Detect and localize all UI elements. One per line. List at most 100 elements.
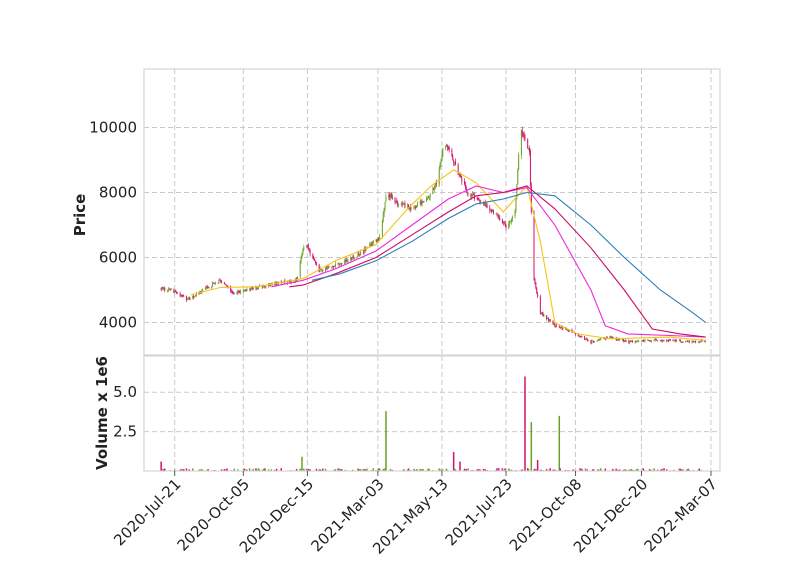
candle-body bbox=[395, 200, 397, 202]
candle-body bbox=[313, 258, 315, 259]
candle-body bbox=[578, 336, 580, 337]
volume-axis-title: Volume x 1e6 bbox=[93, 356, 111, 470]
volume-bar bbox=[554, 469, 556, 471]
volume-bar bbox=[630, 469, 633, 471]
volume-bar bbox=[237, 469, 239, 471]
candle-body bbox=[400, 204, 402, 205]
volume-bar bbox=[653, 468, 655, 471]
candle-body bbox=[318, 264, 320, 272]
candle-body bbox=[510, 218, 512, 222]
candle-body bbox=[237, 290, 239, 294]
volume-bar bbox=[534, 468, 536, 471]
candle-body bbox=[384, 202, 386, 209]
volume-bar bbox=[520, 469, 523, 471]
candle-body bbox=[217, 283, 219, 284]
candle-body bbox=[681, 342, 683, 343]
volume-bar bbox=[479, 469, 481, 471]
candle-body bbox=[213, 282, 215, 284]
volume-bar bbox=[384, 468, 386, 471]
volume-bar bbox=[419, 468, 422, 471]
candle-body bbox=[383, 208, 385, 214]
candle-body bbox=[396, 200, 398, 202]
candle-body bbox=[675, 339, 677, 342]
candle-body bbox=[466, 192, 468, 194]
candle-body bbox=[529, 151, 531, 186]
candle-body bbox=[325, 268, 327, 270]
candle-body bbox=[529, 148, 531, 152]
moving-average-lines bbox=[190, 169, 706, 341]
candle-body bbox=[303, 246, 305, 250]
volume-bar bbox=[629, 469, 632, 471]
candle-body bbox=[673, 340, 675, 342]
volume-bar bbox=[305, 468, 308, 471]
candle-body bbox=[457, 164, 459, 175]
volume-bar bbox=[422, 469, 424, 471]
volume-bar bbox=[263, 468, 265, 471]
candle-body bbox=[302, 249, 304, 254]
candle-body bbox=[168, 289, 170, 290]
volume-tick-label: 5.0 bbox=[113, 383, 137, 401]
candle-body bbox=[697, 341, 699, 343]
volume-bar bbox=[334, 469, 337, 471]
candle-body bbox=[699, 341, 701, 342]
candle-body bbox=[505, 224, 507, 228]
candle-body bbox=[338, 264, 340, 266]
candle-body bbox=[496, 214, 498, 216]
candle-body bbox=[356, 256, 358, 259]
volume-bar bbox=[357, 468, 359, 471]
candle-body bbox=[433, 188, 435, 190]
candle-body bbox=[448, 147, 450, 151]
candle-body bbox=[417, 202, 419, 206]
candle-body bbox=[618, 339, 620, 341]
candle-body bbox=[460, 175, 462, 179]
candle-body bbox=[402, 203, 404, 205]
candle-body bbox=[606, 337, 608, 339]
candle-body bbox=[596, 340, 598, 342]
candle-body bbox=[205, 287, 207, 289]
candle-body bbox=[612, 337, 614, 339]
candle-body bbox=[161, 287, 163, 289]
volume-bar bbox=[427, 468, 430, 471]
volume-bar bbox=[673, 469, 675, 471]
candle-body bbox=[314, 258, 316, 261]
candle-body bbox=[365, 248, 367, 251]
candle-body bbox=[389, 194, 391, 198]
volume-bar bbox=[611, 469, 614, 471]
candle-body bbox=[341, 263, 343, 265]
volume-bar bbox=[309, 469, 311, 471]
volume-bar bbox=[358, 469, 360, 471]
candle-body bbox=[631, 340, 633, 343]
candle-body bbox=[194, 296, 196, 298]
candle-body bbox=[629, 340, 631, 343]
candle-body bbox=[345, 259, 347, 262]
candle-body bbox=[175, 290, 177, 293]
candle-body bbox=[657, 340, 659, 341]
candle-body bbox=[231, 291, 233, 292]
volume-bar bbox=[484, 469, 487, 471]
candle-body bbox=[447, 147, 449, 149]
volume-bar bbox=[698, 468, 700, 471]
candle-body bbox=[704, 341, 706, 342]
volume-axis-ticks: 2.5 5.0 bbox=[113, 383, 137, 440]
volume-bar bbox=[540, 469, 542, 471]
volume-bar bbox=[333, 469, 336, 471]
candle-body bbox=[357, 252, 359, 257]
candle-body bbox=[385, 196, 387, 202]
candle-body bbox=[347, 260, 349, 262]
candle-body bbox=[270, 284, 272, 286]
candle-body bbox=[277, 283, 279, 285]
candle-body bbox=[471, 195, 473, 197]
volume-bar bbox=[521, 469, 524, 471]
volume-bar bbox=[173, 469, 176, 471]
candle-body bbox=[296, 277, 298, 281]
candle-body bbox=[552, 320, 554, 325]
candle-body bbox=[663, 340, 665, 341]
volume-bar bbox=[572, 469, 574, 471]
volume-bar bbox=[362, 469, 365, 471]
candle-body bbox=[705, 340, 707, 342]
candle-body bbox=[556, 325, 558, 327]
candle-body bbox=[233, 292, 235, 294]
volume-bar bbox=[258, 469, 261, 471]
volume-bar bbox=[552, 469, 554, 471]
volume-grid bbox=[144, 356, 720, 471]
